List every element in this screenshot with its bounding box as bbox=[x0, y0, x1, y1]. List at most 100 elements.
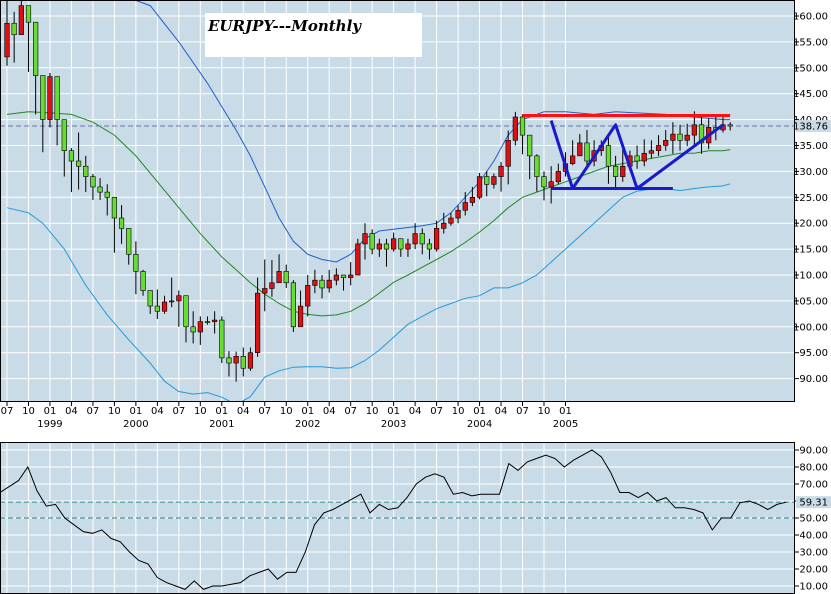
candle-body bbox=[104, 191, 110, 198]
y-tick-label: 10.00 bbox=[799, 582, 828, 593]
x-tick-label: 04 bbox=[409, 406, 422, 417]
candle-body bbox=[276, 271, 282, 284]
y-tick-label: 30.00 bbox=[799, 548, 828, 559]
x-tick-label: 10 bbox=[194, 406, 207, 417]
candle-body bbox=[233, 356, 239, 364]
candle-body bbox=[505, 140, 511, 167]
candle-body bbox=[534, 155, 540, 177]
x-year-label: 2001 bbox=[209, 419, 234, 430]
candle-body bbox=[255, 292, 261, 354]
candle-body bbox=[698, 124, 705, 144]
candle-body bbox=[541, 176, 547, 188]
x-year-label: 2005 bbox=[553, 419, 578, 430]
y-tick-label: 50.00 bbox=[799, 514, 828, 525]
x-tick-label: 04 bbox=[495, 406, 508, 417]
candle-body bbox=[612, 165, 619, 177]
x-year-label: 2002 bbox=[295, 419, 320, 430]
candle-body bbox=[405, 243, 411, 250]
candle-body bbox=[219, 319, 225, 359]
indicator-last-value-label: 59.31 bbox=[799, 498, 828, 509]
x-tick-label: 07 bbox=[258, 406, 271, 417]
candle-body bbox=[684, 134, 690, 141]
candle-body bbox=[305, 285, 311, 307]
candle-body bbox=[312, 279, 318, 286]
y-tick-label: 110.00 bbox=[793, 271, 828, 282]
candle-body bbox=[326, 279, 332, 289]
candle-body bbox=[240, 356, 246, 369]
candle-body bbox=[555, 171, 561, 183]
candle-body bbox=[61, 119, 67, 151]
y-tick-label: 130.00 bbox=[793, 167, 828, 178]
y-axis-indicator: 90.0080.0070.0060.0050.0040.0030.0020.00… bbox=[795, 446, 831, 593]
y-tick-label: 160.00 bbox=[793, 12, 828, 23]
x-tick-label: 07 bbox=[172, 406, 185, 417]
y-tick-label: 125.00 bbox=[793, 193, 828, 204]
candle-body bbox=[519, 116, 526, 136]
candle-body bbox=[584, 142, 590, 162]
candle-body bbox=[290, 282, 297, 328]
y-tick-label: 95.00 bbox=[799, 348, 828, 359]
candle-body bbox=[18, 5, 24, 35]
candle-body bbox=[97, 186, 103, 193]
x-tick-label: 01 bbox=[215, 406, 228, 417]
candle-body bbox=[118, 217, 125, 229]
candle-body bbox=[412, 233, 418, 245]
x-tick-label: 07 bbox=[1, 406, 14, 417]
x-tick-label: 04 bbox=[151, 406, 164, 417]
x-year-label: 1999 bbox=[37, 419, 62, 430]
candle-body bbox=[648, 150, 654, 154]
x-tick-label: 01 bbox=[130, 406, 143, 417]
y-tick-label: 90.00 bbox=[799, 446, 828, 457]
candle-body bbox=[498, 165, 504, 177]
x-tick-label: 04 bbox=[65, 406, 78, 417]
candle-body bbox=[362, 233, 368, 245]
candle-body bbox=[190, 326, 196, 333]
candle-body bbox=[634, 155, 640, 162]
y-tick-label: 105.00 bbox=[793, 296, 828, 307]
candle-body bbox=[169, 300, 175, 303]
candle-body bbox=[226, 357, 232, 364]
y-axis-main: 160.00155.00150.00145.00140.00135.00130.… bbox=[793, 12, 831, 385]
candle-body bbox=[126, 228, 132, 255]
candle-body bbox=[448, 217, 454, 224]
candle-body bbox=[333, 274, 339, 281]
candle-body bbox=[605, 145, 612, 167]
candle-body bbox=[33, 21, 39, 76]
candle-body bbox=[319, 279, 325, 289]
candle-body bbox=[670, 133, 676, 141]
x-tick-label: 10 bbox=[366, 406, 379, 417]
indicator-last-value-box bbox=[796, 496, 831, 509]
candle-body bbox=[419, 233, 425, 245]
y-tick-label: 155.00 bbox=[793, 37, 828, 48]
candle-body bbox=[76, 160, 82, 167]
candle-body bbox=[426, 243, 433, 250]
candle-body bbox=[111, 197, 117, 219]
last-value-box bbox=[796, 120, 831, 133]
x-tick-label: 04 bbox=[237, 406, 250, 417]
candle-body bbox=[262, 288, 268, 294]
candle-body bbox=[340, 274, 347, 278]
candle-body bbox=[391, 238, 397, 250]
candle-body bbox=[147, 290, 153, 307]
candle-body bbox=[25, 5, 32, 23]
candle-body bbox=[727, 124, 733, 127]
candle-body bbox=[204, 321, 211, 323]
main-plot-background bbox=[0, 0, 795, 402]
candlesticks bbox=[4, 0, 733, 382]
y-tick-label: 70.00 bbox=[799, 480, 828, 491]
lower-band-line bbox=[6, 183, 731, 402]
x-tick-label: 07 bbox=[430, 406, 443, 417]
x-tick-label: 10 bbox=[108, 406, 121, 417]
candle-body bbox=[476, 176, 483, 198]
candle-body bbox=[677, 133, 683, 141]
candle-body bbox=[577, 142, 583, 157]
x-tick-label: 01 bbox=[387, 406, 400, 417]
candle-body bbox=[663, 140, 669, 146]
candle-body bbox=[297, 305, 304, 328]
candle-body bbox=[54, 76, 60, 120]
x-tick-label: 07 bbox=[516, 406, 529, 417]
candle-body bbox=[355, 243, 361, 276]
x-tick-label: 04 bbox=[323, 406, 336, 417]
x-year-label: 2003 bbox=[381, 419, 406, 430]
